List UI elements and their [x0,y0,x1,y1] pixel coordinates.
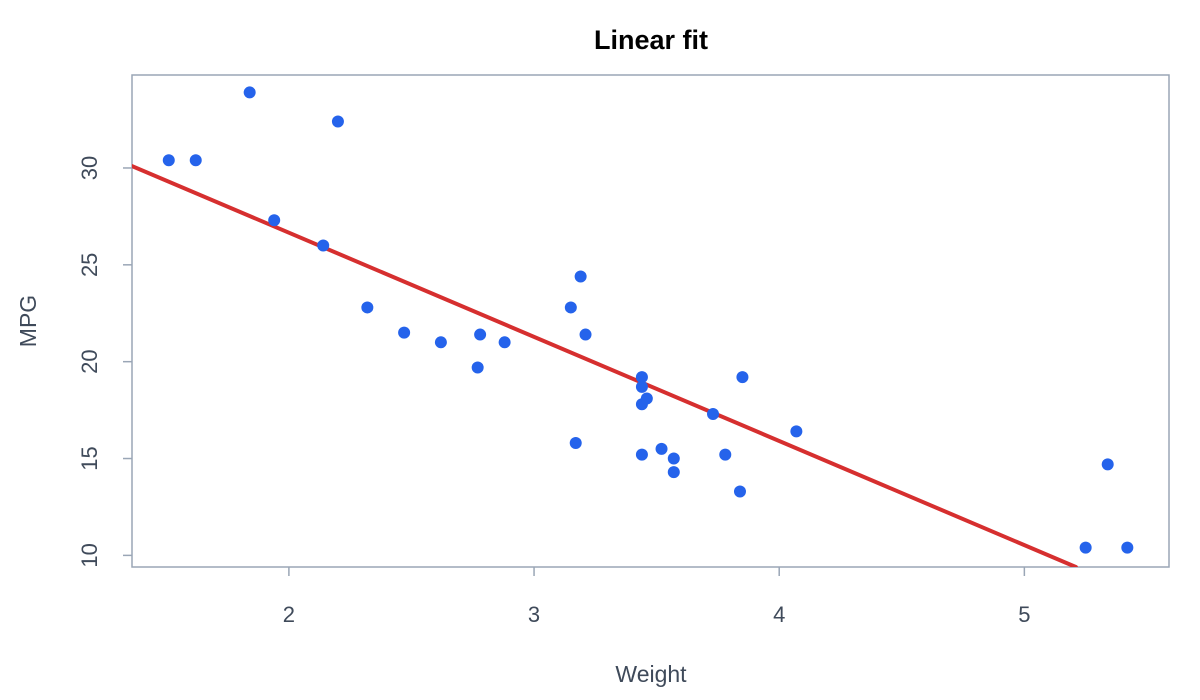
y-tick-label: 30 [77,156,102,180]
x-tick-label: 5 [1018,602,1030,627]
data-point [635,371,648,384]
y-tick-label: 25 [77,253,102,277]
fit-line-layer [132,164,1078,567]
data-point [640,392,653,405]
chart-title: Linear fit [594,25,708,55]
data-point [398,326,411,339]
data-point [471,361,484,374]
data-point [498,336,511,349]
points-layer [162,86,1134,554]
y-tick-label: 20 [77,349,102,373]
fit-line [132,164,1078,567]
data-point [189,154,202,167]
plot-frame [131,74,1170,568]
data-point [667,466,680,479]
data-point [268,214,281,227]
data-point [243,86,256,99]
data-point [564,301,577,314]
x-tick-label: 2 [283,602,295,627]
y-axis-label: MPG [15,295,41,347]
data-point [474,328,487,341]
data-point [667,452,680,465]
data-point [361,301,374,314]
data-point [736,371,749,384]
data-point [655,442,668,455]
data-point [574,270,587,283]
data-point [719,448,732,461]
data-point [317,239,330,252]
data-point [162,154,175,167]
y-tick-label: 15 [77,446,102,470]
x-tick-label: 3 [528,602,540,627]
data-point [1121,541,1134,554]
x-axis: 2 3 4 5 [283,567,1030,627]
data-point [331,115,344,128]
data-point [579,328,592,341]
data-point [1079,541,1092,554]
x-axis-label: Weight [615,661,687,687]
y-tick-label: 10 [77,543,102,567]
data-point [635,448,648,461]
y-axis: 10 15 20 25 30 [77,156,132,568]
data-point [434,336,447,349]
data-point [635,380,648,393]
data-point [707,407,720,420]
data-point [569,437,582,450]
data-point [733,485,746,498]
x-tick-label: 4 [773,602,785,627]
data-point [1101,458,1114,471]
data-point [790,425,803,438]
